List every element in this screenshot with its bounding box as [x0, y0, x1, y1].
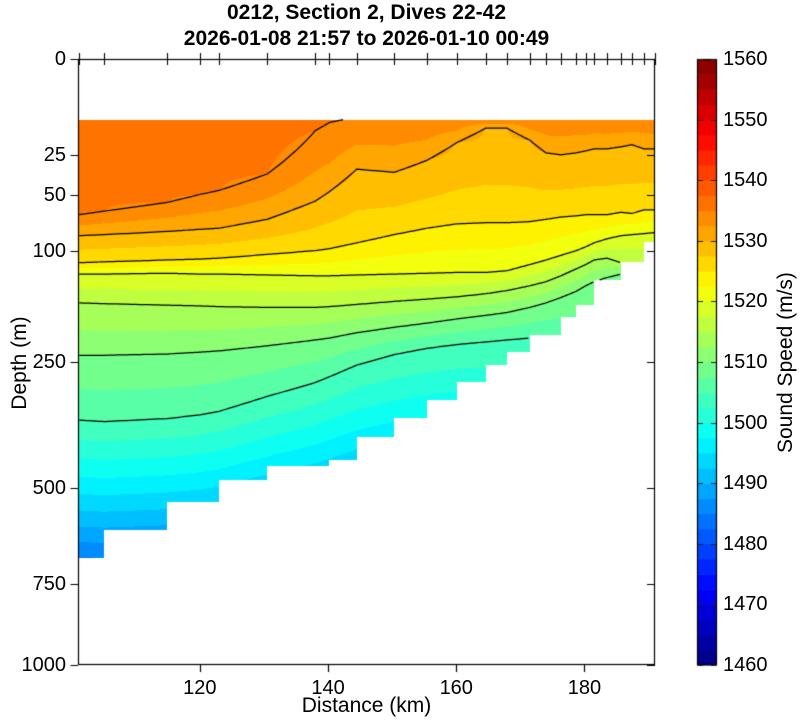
y-tick-label: 1000	[21, 654, 67, 676]
y-tick-label: 50	[43, 183, 66, 206]
x-tick-label: 180	[567, 677, 602, 699]
y-tick-label: 750	[32, 572, 66, 595]
x-tick-label: 120	[183, 677, 217, 699]
y-tick-label: 25	[43, 143, 66, 166]
plot-title-line2: 2026-01-08 21:57 to 2026-01-10 00:49	[183, 27, 550, 50]
colorbar-tick-label: 1520	[723, 290, 768, 313]
colorbar-tick-label: 1490	[723, 472, 768, 495]
colorbar-tick-label: 1500	[723, 411, 768, 434]
x-tick-label: 160	[439, 677, 473, 699]
y-tick-label: 500	[32, 476, 66, 499]
y-tick-label: 250	[32, 351, 66, 373]
colorbar-tick-label: 1480	[723, 532, 768, 555]
y-tick-label: 100	[32, 239, 66, 262]
x-axis-label: Distance (km)	[301, 694, 432, 717]
colorbar-tick-label: 1550	[723, 108, 768, 131]
colorbar-tick-label: 1510	[723, 351, 768, 373]
x-tick-label: 140	[311, 677, 345, 699]
colorbar-tick-label: 1530	[723, 229, 768, 252]
y-tick-label: 0	[54, 48, 66, 70]
plot-title-line1: 0212, Section 2, Dives 22-42	[227, 1, 506, 24]
colorbar-tick-label: 1560	[723, 48, 768, 70]
colorbar-tick-label: 1470	[723, 593, 768, 616]
colorbar-tick-label: 1540	[723, 169, 768, 192]
colorbar-tick-label: 1460	[723, 654, 768, 676]
